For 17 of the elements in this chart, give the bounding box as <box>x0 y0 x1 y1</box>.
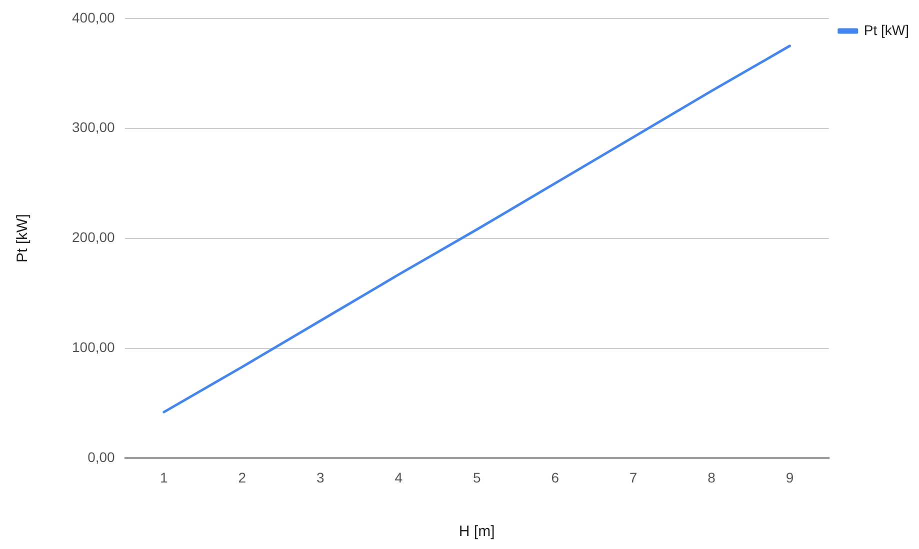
x-tick-label: 2 <box>238 469 246 486</box>
x-axis-title: H [m] <box>458 523 495 540</box>
x-tick-label: 3 <box>316 469 324 486</box>
legend-label: Pt [kW] <box>864 22 910 38</box>
y-tick-label: 300,00 <box>72 119 116 136</box>
y-tick-label: 100,00 <box>72 339 116 356</box>
x-tick-label: 8 <box>708 469 716 486</box>
x-tick-label: 1 <box>160 469 168 486</box>
x-tick-label: 5 <box>472 469 481 486</box>
x-tick-label: 7 <box>629 469 638 486</box>
y-tick-label: 200,00 <box>72 229 116 246</box>
x-tick-label: 6 <box>551 469 560 486</box>
x-tick-label: 9 <box>786 469 794 486</box>
y-axis-title: Pt [kW] <box>14 214 32 262</box>
y-tick-label: 400,00 <box>72 9 116 26</box>
y-tick-label: 0,00 <box>88 449 116 466</box>
x-tick-label: 4 <box>394 469 403 486</box>
